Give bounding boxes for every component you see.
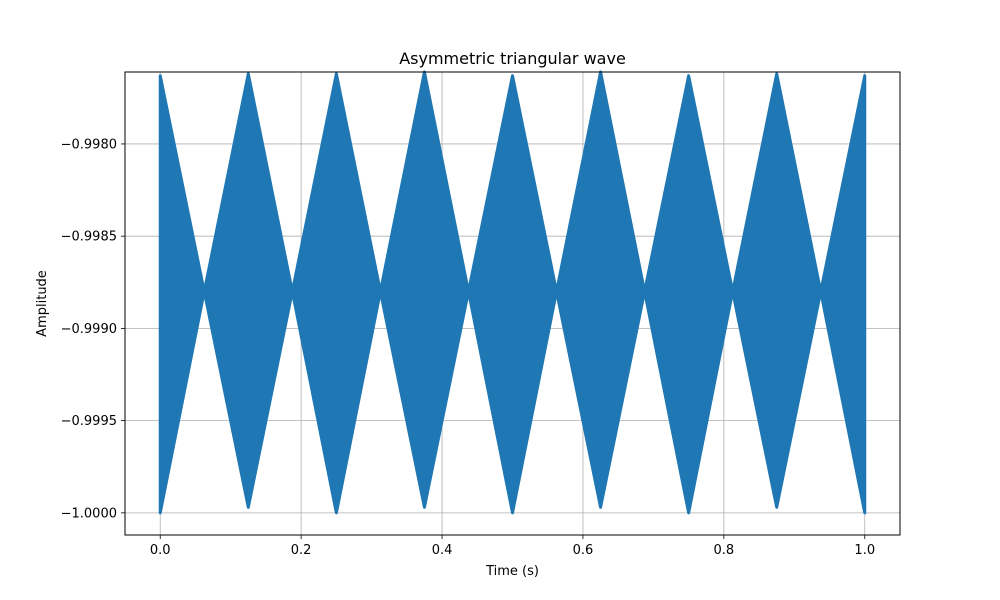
y-tick-label: −0.9985 bbox=[61, 230, 117, 245]
x-tick-label: 0.0 bbox=[150, 543, 171, 558]
chart-title: Asymmetric triangular wave bbox=[399, 49, 626, 68]
y-axis-label: Amplitude bbox=[35, 270, 50, 337]
y-tick-label: −1.0000 bbox=[61, 506, 117, 521]
y-tick-label: −0.9990 bbox=[61, 322, 117, 337]
plot-frame bbox=[124, 71, 901, 536]
y-axis: −1.0000 −0.9995 −0.9990 −0.9985 −0.9980 bbox=[61, 137, 125, 521]
x-axis-label: Time (s) bbox=[485, 564, 539, 579]
y-tick-label: −0.9980 bbox=[61, 137, 117, 152]
data-layer bbox=[158, 70, 867, 515]
y-tick-label: −0.9995 bbox=[61, 414, 117, 429]
wave-series-area bbox=[158, 70, 867, 515]
x-tick-label: 0.6 bbox=[573, 543, 594, 558]
x-axis: 0.0 0.2 0.4 0.6 0.8 1.0 bbox=[150, 535, 875, 558]
x-tick-label: 0.8 bbox=[714, 543, 735, 558]
x-tick-label: 0.4 bbox=[432, 543, 453, 558]
x-tick-label: 1.0 bbox=[854, 543, 875, 558]
x-tick-label: 0.2 bbox=[291, 543, 312, 558]
